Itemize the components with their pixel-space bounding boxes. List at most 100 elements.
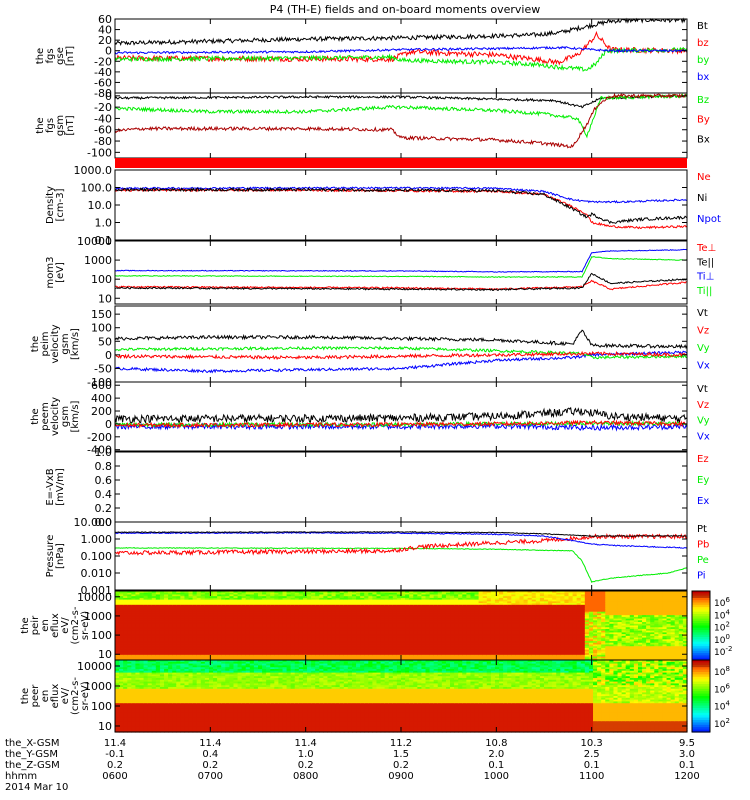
heatmap-cell	[347, 639, 353, 642]
heatmap-cell	[274, 611, 280, 615]
heatmap-cell	[417, 646, 423, 649]
heatmap-cell	[331, 613, 337, 616]
heatmap-cell	[482, 604, 488, 608]
heatmap-cell	[568, 594, 574, 597]
heatmap-cell	[237, 639, 243, 642]
heatmap-cell	[564, 613, 570, 616]
heatmap-cell	[376, 615, 382, 618]
heatmap-cell	[499, 613, 504, 616]
heatmap-cell	[417, 632, 423, 635]
heatmap-cell	[511, 603, 516, 606]
heatmap-cell	[580, 639, 586, 642]
heatmap-cell	[266, 632, 271, 635]
heatmap-cell	[580, 596, 586, 599]
heatmap-cell	[593, 649, 598, 652]
heatmap-cell	[131, 591, 137, 594]
heatmap-cell	[564, 623, 570, 627]
heatmap-cell	[478, 653, 484, 656]
heatmap-cell	[274, 658, 280, 661]
heatmap-cell	[245, 646, 251, 649]
heatmap-cell	[556, 599, 561, 602]
heatmap-cell	[164, 616, 169, 620]
heatmap-cell	[323, 628, 329, 632]
heatmap-cell	[241, 632, 247, 635]
heatmap-cell	[548, 615, 553, 618]
heatmap-cell	[221, 609, 226, 613]
heatmap-cell	[568, 613, 574, 616]
heatmap-cell	[409, 641, 414, 644]
heatmap-cell	[364, 635, 369, 639]
heatmap-cell	[176, 656, 181, 659]
heatmap-cell	[327, 627, 333, 630]
heatmap-cell	[188, 634, 194, 637]
heatmap-cell	[401, 622, 406, 625]
heatmap-cell	[576, 635, 582, 639]
heatmap-cell	[405, 594, 410, 597]
heatmap-cell	[343, 628, 349, 632]
heatmap-cell	[535, 623, 541, 627]
heatmap-cell	[237, 658, 243, 661]
heatmap-cell	[343, 627, 349, 630]
heatmap-cell	[343, 634, 349, 637]
heatmap-cell	[172, 596, 177, 599]
heatmap-cell	[588, 647, 594, 651]
heatmap-cell	[421, 591, 427, 594]
heatmap-cell	[213, 635, 218, 639]
heatmap-cell	[401, 606, 406, 609]
heatmap-cell	[323, 647, 329, 651]
heatmap-cell	[401, 611, 406, 615]
heatmap-cell	[425, 615, 431, 618]
heatmap-cell	[119, 608, 124, 611]
y-tick-label: 60	[98, 13, 112, 26]
heatmap-cell	[282, 635, 288, 639]
heatmap-cell	[311, 630, 316, 633]
heatmap-cell	[564, 658, 570, 661]
heatmap-cell	[470, 641, 476, 644]
heatmap-cell	[323, 606, 329, 609]
heatmap-cell	[188, 623, 194, 627]
heatmap-cell	[164, 592, 169, 596]
heatmap-cell	[225, 606, 230, 609]
heatmap-cell	[204, 658, 210, 661]
heatmap-cell	[548, 635, 553, 639]
heatmap-cell	[364, 611, 369, 615]
heatmap-cell	[115, 642, 120, 646]
heatmap-cell	[441, 609, 447, 613]
heatmap-cell	[286, 658, 292, 661]
heatmap-cell	[143, 601, 149, 604]
heatmap-cell	[482, 618, 488, 621]
heatmap-cell	[372, 592, 378, 596]
heatmap-cell	[405, 609, 410, 613]
heatmap-cell	[490, 630, 496, 633]
heatmap-cell	[298, 601, 304, 604]
heatmap-cell	[127, 656, 132, 659]
heatmap-cell	[151, 649, 157, 652]
heatmap-cell	[478, 603, 484, 606]
heatmap-cell	[511, 613, 516, 616]
heatmap-cell	[315, 641, 320, 644]
heatmap-cell	[204, 642, 210, 646]
heatmap-cell	[241, 646, 247, 649]
heatmap-cell	[466, 653, 472, 656]
heatmap-cell	[372, 625, 378, 628]
heatmap-cell	[253, 637, 259, 640]
heatmap-cell	[486, 651, 492, 654]
heatmap-cell	[196, 639, 202, 642]
heatmap-cell	[425, 608, 431, 611]
heatmap-cell	[245, 641, 251, 644]
heatmap-cell	[384, 637, 390, 640]
heatmap-cell	[421, 599, 427, 602]
heatmap-cell	[466, 594, 472, 597]
heatmap-cell	[343, 596, 349, 599]
heatmap-cell	[552, 622, 557, 625]
heatmap-cell	[311, 604, 316, 608]
heatmap-cell	[233, 609, 239, 613]
heatmap-cell	[229, 653, 235, 656]
heatmap-cell	[409, 609, 414, 613]
heatmap-cell	[192, 613, 198, 616]
heatmap-cell	[311, 651, 316, 654]
heatmap-cell	[213, 608, 218, 611]
heatmap-cell	[192, 639, 198, 642]
heatmap-cell	[490, 653, 496, 656]
heatmap-cell	[584, 616, 590, 620]
